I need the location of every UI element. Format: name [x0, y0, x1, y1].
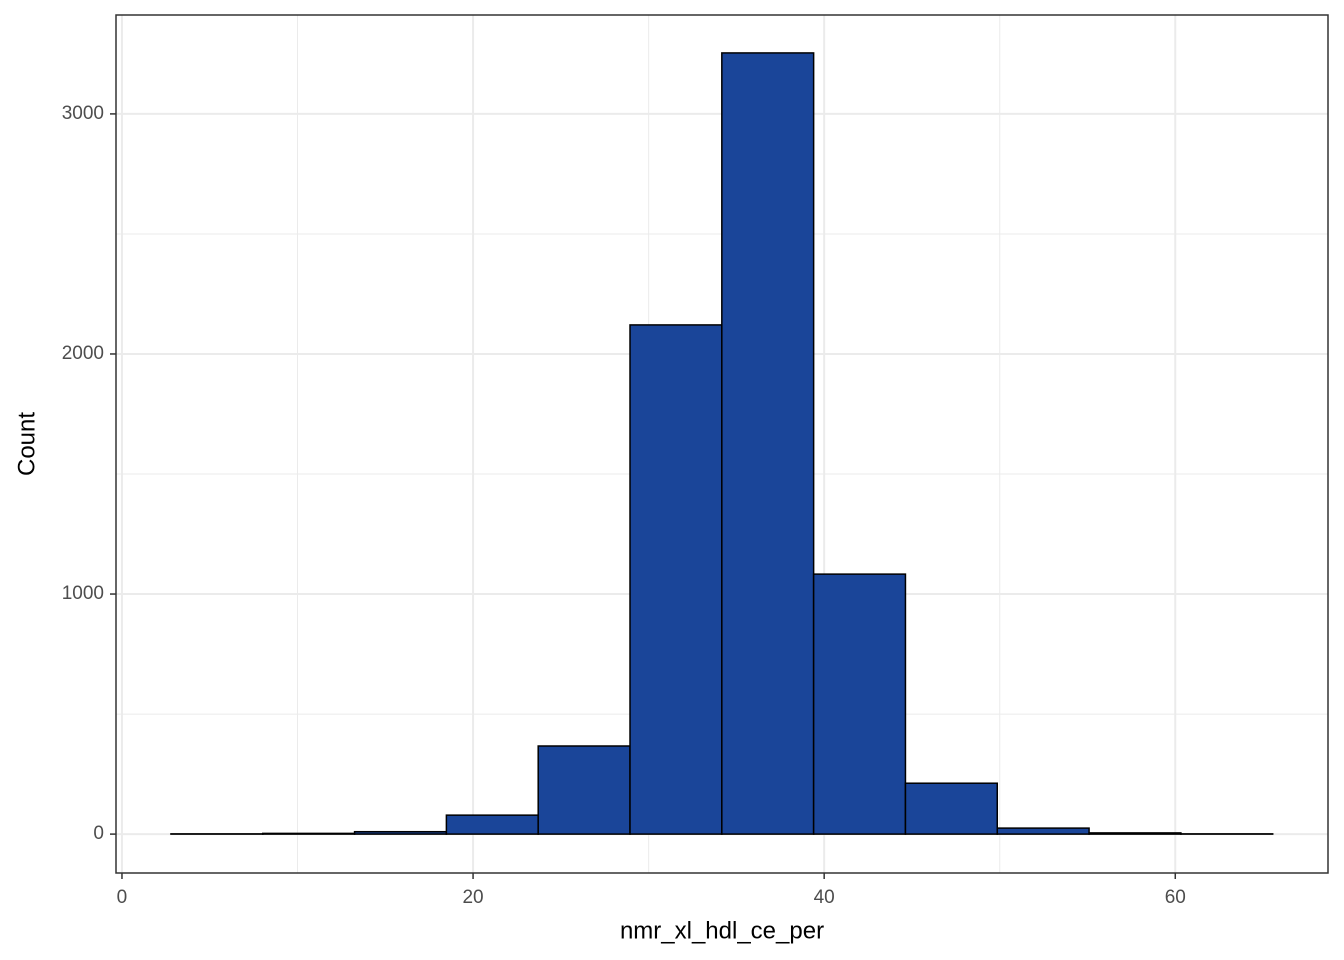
- y-tick-label: 3000: [62, 103, 104, 124]
- y-tick-label: 2000: [62, 343, 104, 364]
- x-axis-title: nmr_xl_hdl_ce_per: [620, 917, 824, 944]
- bar: [812, 573, 907, 835]
- bar: [629, 324, 723, 835]
- x-tick-label: 40: [814, 887, 835, 908]
- panel-border: [115, 14, 1329, 874]
- y-tick-label: 1000: [62, 583, 104, 604]
- bar: [262, 832, 356, 835]
- x-tick-label: 20: [462, 887, 483, 908]
- x-tick-label: 60: [1165, 887, 1186, 908]
- x-tick-label: 0: [117, 887, 128, 908]
- bar: [353, 830, 448, 835]
- bar: [1088, 832, 1182, 835]
- bar: [996, 827, 1090, 835]
- bar: [445, 814, 539, 835]
- bar: [904, 782, 999, 835]
- y-tick-label: 0: [93, 823, 104, 844]
- bar: [537, 745, 631, 835]
- y-axis-title: Count: [13, 412, 40, 476]
- bar: [721, 52, 815, 835]
